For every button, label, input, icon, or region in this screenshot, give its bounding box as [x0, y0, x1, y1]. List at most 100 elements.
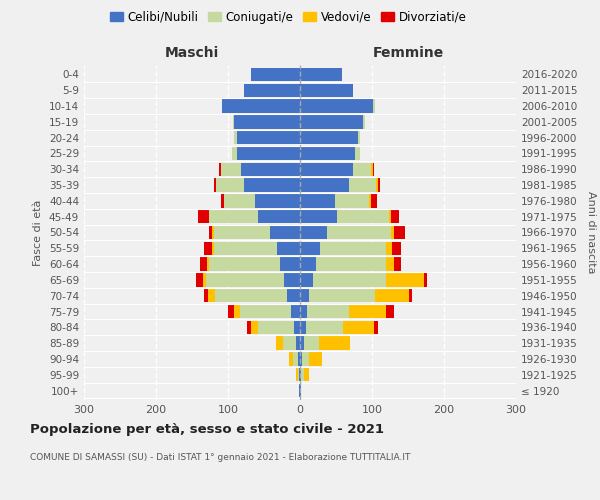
Bar	[208, 289, 215, 302]
Bar	[349, 305, 386, 318]
Bar	[300, 162, 353, 176]
Bar	[235, 131, 236, 144]
Bar	[386, 273, 424, 286]
Bar	[300, 289, 308, 302]
Bar	[374, 320, 378, 334]
Bar	[199, 210, 209, 224]
Bar	[256, 194, 300, 207]
Bar	[300, 368, 301, 382]
Bar	[234, 115, 300, 128]
Bar	[206, 273, 284, 286]
Bar	[373, 162, 374, 176]
Bar	[215, 289, 287, 302]
Bar	[287, 289, 300, 302]
Bar	[224, 194, 256, 207]
Bar	[301, 368, 304, 382]
Bar	[389, 210, 391, 224]
Bar	[298, 352, 300, 366]
Bar	[234, 305, 239, 318]
Legend: Celibi/Nubili, Coniugati/e, Vedovi/e, Divorziati/e: Celibi/Nubili, Coniugati/e, Vedovi/e, Di…	[105, 6, 471, 28]
Bar	[258, 320, 294, 334]
Bar	[214, 178, 217, 192]
Bar	[241, 162, 300, 176]
Bar	[391, 210, 398, 224]
Y-axis label: Anni di nascita: Anni di nascita	[586, 191, 596, 274]
Bar	[221, 194, 224, 207]
Bar	[203, 242, 212, 255]
Bar	[289, 352, 293, 366]
Bar	[196, 273, 203, 286]
Bar	[343, 320, 374, 334]
Bar	[204, 289, 208, 302]
Bar	[306, 320, 343, 334]
Bar	[212, 242, 214, 255]
Bar	[217, 178, 244, 192]
Bar	[319, 336, 350, 350]
Bar	[375, 289, 409, 302]
Bar	[328, 226, 391, 239]
Bar	[373, 100, 375, 113]
Bar	[349, 178, 376, 192]
Bar	[371, 162, 373, 176]
Bar	[386, 242, 392, 255]
Bar	[292, 305, 300, 318]
Bar	[280, 258, 300, 271]
Bar	[300, 320, 306, 334]
Bar	[284, 273, 300, 286]
Bar	[335, 194, 369, 207]
Bar	[294, 320, 300, 334]
Bar	[270, 226, 300, 239]
Bar	[358, 131, 361, 144]
Bar	[239, 305, 292, 318]
Bar	[424, 273, 427, 286]
Text: Popolazione per età, sesso e stato civile - 2021: Popolazione per età, sesso e stato civil…	[30, 422, 384, 436]
Bar	[220, 162, 221, 176]
Bar	[203, 273, 206, 286]
Bar	[228, 305, 234, 318]
Bar	[300, 242, 320, 255]
Bar	[376, 178, 378, 192]
Bar	[233, 115, 234, 128]
Bar	[276, 336, 283, 350]
Bar	[236, 131, 300, 144]
Bar	[300, 352, 302, 366]
Bar	[304, 336, 319, 350]
Bar	[369, 194, 371, 207]
Bar	[307, 305, 349, 318]
Bar	[251, 320, 258, 334]
Bar	[300, 131, 358, 144]
Bar	[300, 115, 364, 128]
Bar	[277, 242, 300, 255]
Bar	[353, 162, 371, 176]
Bar	[209, 258, 280, 271]
Bar	[364, 115, 365, 128]
Bar	[221, 162, 241, 176]
Bar	[394, 226, 405, 239]
Bar	[200, 258, 207, 271]
Bar	[337, 210, 389, 224]
Bar	[300, 336, 304, 350]
Bar	[302, 352, 310, 366]
Bar	[310, 352, 322, 366]
Bar	[386, 305, 394, 318]
Bar	[212, 226, 214, 239]
Bar	[300, 384, 301, 397]
Bar	[209, 226, 212, 239]
Bar	[304, 368, 310, 382]
Bar	[409, 289, 412, 302]
Bar	[378, 178, 380, 192]
Bar	[386, 258, 394, 271]
Bar	[320, 242, 386, 255]
Bar	[355, 147, 361, 160]
Bar	[251, 68, 300, 81]
Bar	[300, 68, 342, 81]
Bar	[283, 336, 296, 350]
Bar	[221, 100, 222, 113]
Bar	[371, 194, 377, 207]
Bar	[222, 100, 300, 113]
Text: Maschi: Maschi	[165, 46, 219, 60]
Bar	[232, 147, 236, 160]
Bar	[244, 178, 300, 192]
Bar	[300, 147, 355, 160]
Bar	[300, 178, 349, 192]
